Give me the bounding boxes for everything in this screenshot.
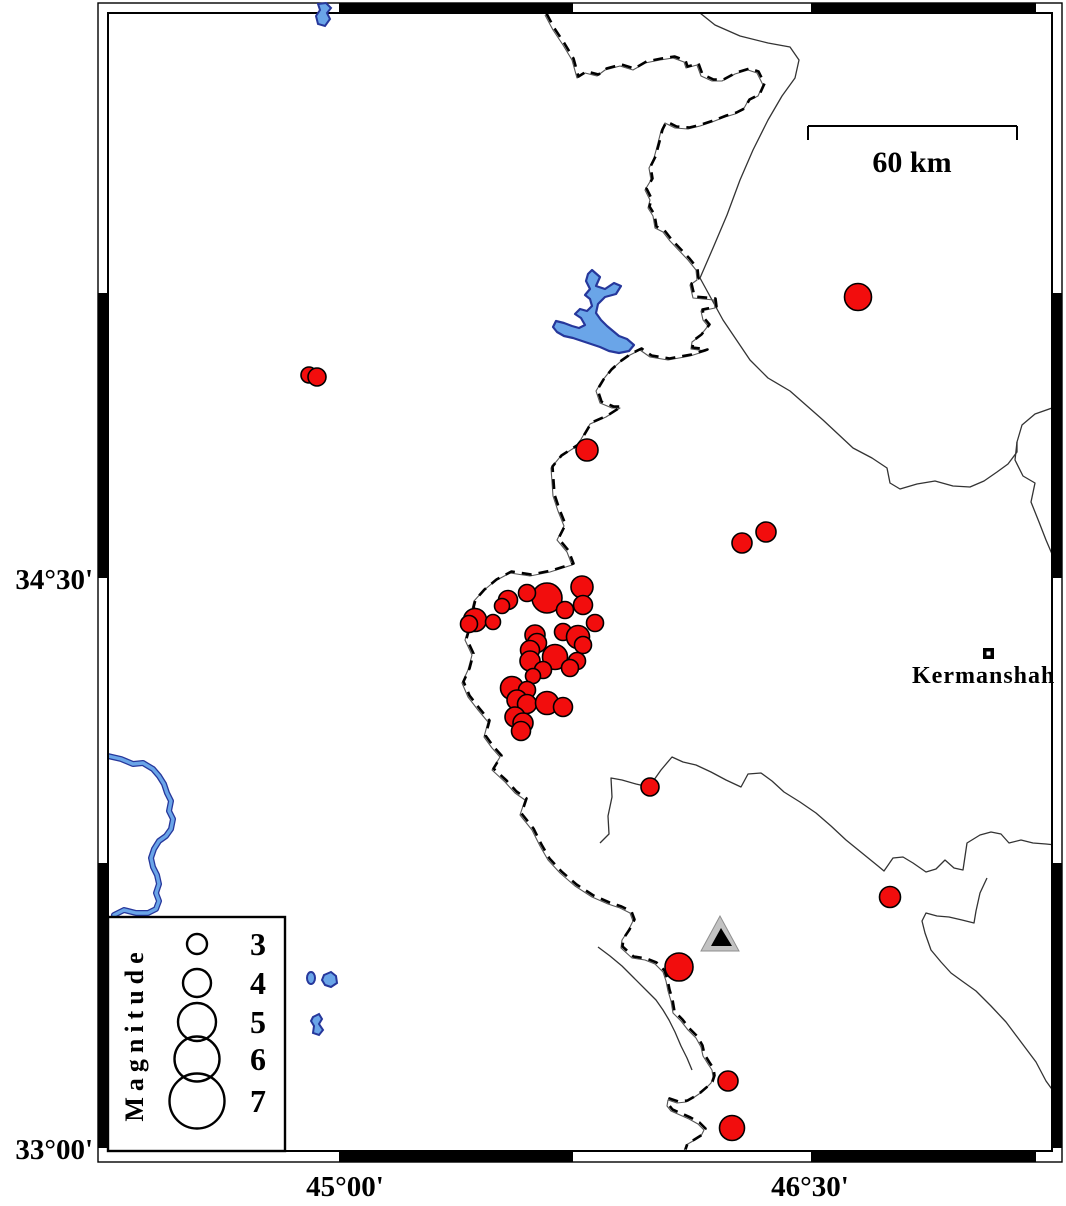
city-label: Kermanshah [912, 663, 1055, 689]
province-border-line [597, 946, 693, 1071]
city-square-center [986, 651, 991, 656]
province-border-line [599, 756, 1052, 873]
legend-circle [185, 932, 209, 956]
international-border [461, 13, 766, 1151]
legend-circle [168, 1072, 226, 1130]
station-triangle-icon [700, 914, 740, 952]
axis-label-lon-right: 46°30' [771, 1171, 849, 1201]
legend-value-4: 4 [250, 965, 266, 1001]
international-border-solid [461, 14, 764, 1151]
lake [551, 268, 636, 355]
earthquake-marker [484, 613, 502, 631]
map-frame [97, 2, 1063, 1163]
earthquake-marker [575, 438, 599, 462]
legend-value-7: 7 [250, 1083, 266, 1119]
axis-label-lat-top: 34°30' [15, 564, 93, 596]
frame-black-segment [1052, 293, 1062, 578]
province-border-line [1014, 441, 1052, 555]
legend-value-5: 5 [250, 1004, 266, 1040]
frame-black-segment [98, 293, 108, 578]
legend-circle [181, 967, 213, 999]
frame-band-right [1052, 3, 1062, 1162]
earthquake-marker [573, 635, 593, 655]
legend-value-6: 6 [250, 1041, 266, 1077]
frame-band-bottom [98, 1151, 1062, 1162]
earthquake-marker [560, 658, 580, 678]
frame-band-left [98, 3, 108, 1162]
legend-value-3: 3 [250, 926, 266, 962]
frame-black-segment [811, 1151, 1036, 1162]
earthquake-marker [718, 1114, 746, 1142]
earthquake-marker [755, 521, 777, 543]
earthquake-marker [552, 696, 574, 718]
earthquake-marker [717, 1070, 739, 1092]
earthquake-marker [555, 600, 575, 620]
station-triangle-inner [711, 928, 732, 946]
frame-outer-line [97, 2, 1063, 1163]
earthquake-marker [510, 720, 532, 742]
legend-title: Magnitude [120, 946, 149, 1121]
frame-inner-line [107, 12, 1053, 1152]
axis-label-lat-bottom: 33°00' [15, 1134, 93, 1166]
legend-box [106, 915, 287, 1153]
legend-circle [176, 1001, 218, 1043]
earthquake-marker [493, 597, 511, 615]
earthquake-marker [570, 575, 594, 599]
province-borders [597, 13, 1052, 1091]
water-features [108, 268, 636, 1037]
stream-over-frame [314, 1, 333, 28]
earthquake-marker [307, 367, 327, 387]
frame-black-segment [98, 863, 108, 1148]
frame-black-segment [811, 3, 1036, 13]
earthquake-marker [731, 532, 753, 554]
earthquake-marker [843, 282, 873, 312]
earthquake-marker [572, 594, 594, 616]
earthquake-marker [517, 583, 537, 603]
frame-black-segment [339, 1151, 573, 1162]
earthquake-marker [878, 885, 902, 909]
axis-label-lon-left: 45°00' [306, 1171, 384, 1201]
province-border-line [921, 877, 1052, 1091]
legend-circle [173, 1035, 221, 1083]
river [108, 754, 175, 917]
international-border-dashes [462, 13, 766, 1150]
city-marker [983, 648, 994, 659]
pond [306, 971, 316, 985]
frame-black-segment [1052, 863, 1062, 1148]
province-border-line [699, 13, 1052, 490]
earthquake-markers [300, 282, 902, 1142]
scale-bar-label: 60 km [872, 146, 951, 179]
pond [309, 1012, 325, 1037]
earthquake-marker [640, 777, 660, 797]
earthquake-marker [459, 614, 479, 634]
magnitude-legend [106, 915, 287, 1153]
stream [314, 1, 333, 28]
pond [320, 970, 339, 989]
earthquake-marker [585, 613, 605, 633]
frame-black-segment [339, 3, 573, 13]
scale-bar [807, 125, 1018, 140]
frame-band-top [98, 3, 1062, 13]
earthquake-marker [664, 952, 694, 982]
